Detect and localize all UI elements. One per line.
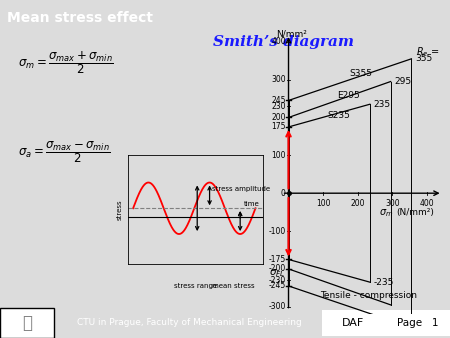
Text: Tensile - compression: Tensile - compression	[320, 291, 417, 300]
Bar	[385, 310, 450, 336]
Text: $\sigma_m = \dfrac{\sigma_{max} + \sigma_{min}}{2}$: $\sigma_m = \dfrac{\sigma_{max} + \sigma…	[18, 49, 114, 76]
Text: 100: 100	[316, 199, 330, 208]
Text: -245: -245	[269, 282, 286, 290]
Text: E295: E295	[337, 91, 360, 100]
Text: time: time	[243, 201, 259, 207]
Text: $R_e$ =: $R_e$ =	[416, 45, 439, 59]
Text: $\sigma_{FL}$: $\sigma_{FL}$	[270, 267, 286, 279]
Text: 400: 400	[420, 199, 434, 208]
Text: mean stress: mean stress	[212, 283, 255, 289]
Text: 400: 400	[271, 37, 286, 46]
Text: stress: stress	[117, 199, 123, 220]
Text: Mean stress effect: Mean stress effect	[7, 11, 153, 25]
Text: 0: 0	[281, 189, 286, 198]
Bar	[322, 310, 385, 336]
Text: N/mm²: N/mm²	[276, 30, 307, 39]
Text: -235: -235	[374, 277, 394, 287]
Text: -230: -230	[269, 276, 286, 285]
Text: -175: -175	[269, 255, 286, 264]
Text: 200: 200	[271, 113, 286, 122]
Text: 300: 300	[385, 199, 400, 208]
Text: 230: 230	[271, 102, 286, 111]
Text: DAF: DAF	[342, 318, 364, 328]
Text: 100: 100	[271, 151, 286, 160]
Text: 355: 355	[415, 54, 432, 63]
Text: 175: 175	[271, 122, 286, 131]
FancyBboxPatch shape	[0, 308, 54, 338]
Text: S235: S235	[327, 111, 350, 120]
Text: 295: 295	[394, 77, 411, 86]
Text: 245: 245	[271, 96, 286, 105]
Text: CTU in Prague, Faculty of Mechanical Engineering: CTU in Prague, Faculty of Mechanical Eng…	[76, 318, 302, 327]
Text: 300: 300	[271, 75, 286, 84]
Text: -100: -100	[269, 226, 286, 236]
Text: $\sigma_m$: $\sigma_m$	[378, 208, 393, 219]
Text: ⛭: ⛭	[22, 314, 32, 332]
Text: 235: 235	[374, 100, 391, 109]
Text: $\sigma_a = \dfrac{\sigma_{max} - \sigma_{min}}{2}$: $\sigma_a = \dfrac{\sigma_{max} - \sigma…	[18, 139, 111, 165]
Text: Smith’s diagram: Smith’s diagram	[213, 35, 354, 49]
Text: -300: -300	[268, 302, 286, 311]
Text: -200: -200	[269, 264, 286, 273]
Text: stress range: stress range	[174, 283, 217, 289]
Text: Page   1: Page 1	[397, 318, 438, 328]
Text: S355: S355	[350, 69, 373, 78]
Text: 200: 200	[351, 199, 365, 208]
Text: stress amplitude: stress amplitude	[212, 186, 270, 192]
Text: (N/mm²): (N/mm²)	[396, 208, 434, 217]
